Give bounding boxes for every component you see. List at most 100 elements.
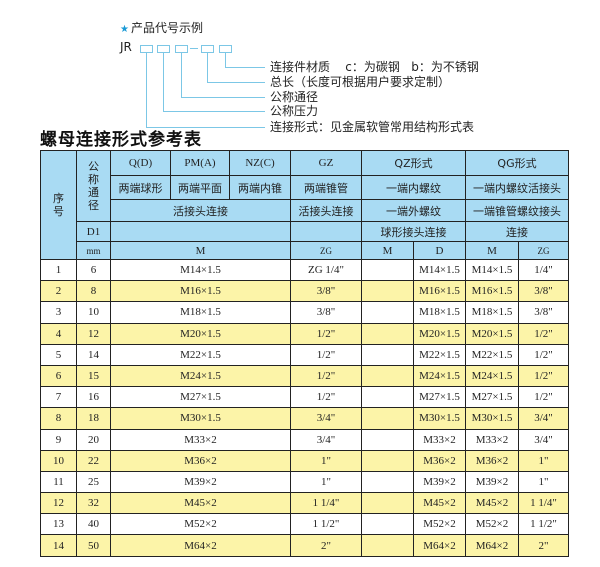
cell-m: M18×1.5 xyxy=(110,301,291,324)
cell-zg: ZG 1/4" xyxy=(290,258,362,282)
header-qg-m: M xyxy=(465,241,520,260)
cell-no: 2 xyxy=(40,280,77,303)
cell-m: M22×1.5 xyxy=(110,343,291,366)
header-zg: ZG xyxy=(290,241,362,260)
example-title: ★ 产品代号示例 xyxy=(120,19,203,36)
cell-m: M36×2 xyxy=(110,449,291,472)
table-row: 12 32 M45×2 1 1/4" M45×2 M45×2 1 1/4" xyxy=(40,492,570,515)
header-gz: GZ xyxy=(290,150,362,176)
header-conn-gz: 活接头连接 xyxy=(290,199,362,222)
cell-qz-d: M45×2 xyxy=(412,492,467,515)
leader-line xyxy=(225,53,226,67)
cell-qg-m: M30×1.5 xyxy=(465,407,520,430)
cell-qz-m xyxy=(361,301,414,324)
table-row: 7 16 M27×1.5 1/2" M27×1.5 M27×1.5 1/2" xyxy=(40,386,570,409)
code-box xyxy=(140,45,153,53)
cell-dn: 20 xyxy=(76,428,111,451)
header-seq: 序号 xyxy=(40,150,77,260)
cell-qz-m xyxy=(361,513,414,536)
cell-m: M16×1.5 xyxy=(110,280,291,303)
header-dn: 公称通径 xyxy=(76,150,111,222)
cell-qz-d: M16×1.5 xyxy=(412,280,467,303)
cell-qg-zg: 1 1/4" xyxy=(518,492,570,515)
cell-dn: 22 xyxy=(76,449,111,472)
cell-no: 3 xyxy=(40,301,77,324)
header-qg: QG形式 xyxy=(465,150,570,176)
table-row: 14 50 M64×2 2" M64×2 M64×2 2" xyxy=(40,534,570,557)
header-mm: mm xyxy=(76,241,111,260)
cell-qz-m xyxy=(361,428,414,451)
cell-qg-m: M52×2 xyxy=(465,513,520,536)
cell-no: 10 xyxy=(40,449,77,472)
leader-line xyxy=(146,127,265,128)
label-connection: 连接形式：见金属软管常用结构形式表 xyxy=(270,120,475,134)
header-gz-desc: 两端锥管 xyxy=(290,175,362,200)
cell-dn: 15 xyxy=(76,364,111,388)
header-qd: Q(D) xyxy=(110,150,171,176)
table-row: 8 18 M30×1.5 3/4" M30×1.5 M30×1.5 3/4" xyxy=(40,407,570,430)
cell-qz-d: M18×1.5 xyxy=(412,301,467,324)
cell-qz-m xyxy=(361,470,414,494)
cell-qz-m xyxy=(361,386,414,409)
cell-m: M64×2 xyxy=(110,534,291,557)
header-qz-desc: 一端内螺纹 xyxy=(360,175,467,200)
cell-qg-zg: 1/4" xyxy=(518,258,570,282)
cell-dn: 16 xyxy=(76,386,111,409)
cell-qg-m: M14×1.5 xyxy=(465,258,520,282)
label-diameter: 公称通径 xyxy=(270,90,319,104)
cell-qz-d: M27×1.5 xyxy=(412,386,467,409)
cell-zg: 3/8" xyxy=(290,301,362,324)
cell-zg: 1/2" xyxy=(290,386,362,409)
cell-qz-d: M52×2 xyxy=(412,513,467,536)
header-d1: D1 xyxy=(76,221,111,242)
table-body: 1 6 M14×1.5 ZG 1/4" M14×1.5 M14×1.5 1/4" 2 8 M16×… xyxy=(40,258,570,557)
cell-qg-zg: 1" xyxy=(518,449,570,472)
cell-dn: 8 xyxy=(76,280,111,303)
cell-dn: 50 xyxy=(76,534,111,557)
header-qz-m: M xyxy=(361,241,414,260)
cell-qz-d: M36×2 xyxy=(412,449,467,472)
header-qg-desc3: 连接 xyxy=(465,221,570,242)
cell-zg: 1/2" xyxy=(290,322,362,345)
cell-m: M27×1.5 xyxy=(110,386,291,409)
cell-qz-m xyxy=(361,449,414,472)
header-qg-desc2: 一端锥管螺纹接头 xyxy=(465,199,570,222)
cell-no: 12 xyxy=(40,492,77,515)
header-qg-zg: ZG xyxy=(518,241,570,260)
cell-qg-m: M16×1.5 xyxy=(465,280,520,303)
label-material: 连接件材质 c：为碳钢 b：为不锈钢 xyxy=(270,60,479,74)
cell-no: 6 xyxy=(40,364,77,388)
cell-qg-zg: 1" xyxy=(518,470,570,494)
cell-qz-m xyxy=(361,364,414,388)
cell-dn: 40 xyxy=(76,513,111,536)
cell-no: 7 xyxy=(40,386,77,409)
cell-qg-zg: 1/2" xyxy=(518,364,570,388)
code-prefix: JR xyxy=(120,40,132,54)
cell-dn: 32 xyxy=(76,492,111,515)
table-title: 螺母连接形式参考表 xyxy=(40,130,202,150)
cell-qz-m xyxy=(361,322,414,345)
table-row: 11 25 M39×2 1" M39×2 M39×2 1" xyxy=(40,470,570,494)
table-row: 13 40 M52×2 1 1/2" M52×2 M52×2 1 1/2" xyxy=(40,513,570,536)
cell-qg-zg: 3/8" xyxy=(518,280,570,303)
cell-qg-m: M64×2 xyxy=(465,534,520,557)
cell-no: 13 xyxy=(40,513,77,536)
cell-no: 8 xyxy=(40,407,77,430)
cell-qz-m xyxy=(361,534,414,557)
code-dash xyxy=(190,48,198,49)
cell-qz-d: M64×2 xyxy=(412,534,467,557)
cell-qz-m xyxy=(361,280,414,303)
header-pm-desc: 两端平面 xyxy=(170,175,230,200)
header-qz: QZ形式 xyxy=(360,150,467,176)
leader-line xyxy=(163,111,265,112)
cell-qg-m: M39×2 xyxy=(465,470,520,494)
table-row: 5 14 M22×1.5 1/2" M22×1.5 M22×1.5 1/2" xyxy=(40,343,570,366)
table-row: 10 22 M36×2 1" M36×2 M36×2 1" xyxy=(40,449,570,472)
cell-dn: 25 xyxy=(76,470,111,494)
cell-qz-d: M30×1.5 xyxy=(412,407,467,430)
cell-m: M52×2 xyxy=(110,513,291,536)
cell-m: M33×2 xyxy=(110,428,291,451)
header-pm: PM(A) xyxy=(170,150,230,176)
cell-m: M14×1.5 xyxy=(110,258,291,282)
cell-qg-zg: 1/2" xyxy=(518,386,570,409)
